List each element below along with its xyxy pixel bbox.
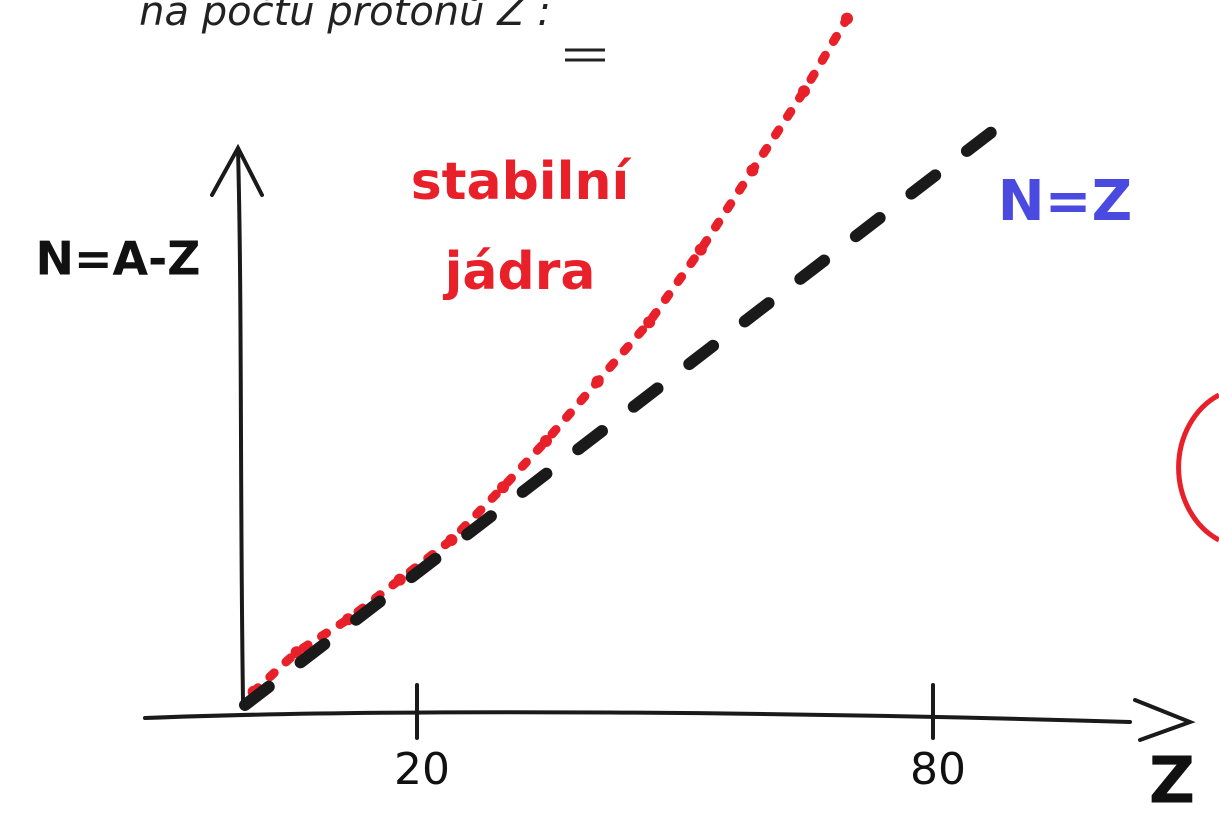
annotation: jádra [443,242,596,302]
data-point [841,13,853,25]
data-point [592,376,604,388]
decoration-arc [1179,395,1219,540]
data-point [394,574,406,586]
chart: na počtu protonů Z : N=A-Z Z 20 80 stabiln… [0,0,1219,830]
annotation: stabilní [411,152,633,212]
data-point [798,85,810,97]
chart-title: na počtu protonů Z : [139,0,551,35]
series-line [254,19,847,692]
x-axis-label: Z [1149,745,1195,819]
x-tick-label: 80 [910,744,966,795]
data-point [445,534,457,546]
data-point [643,316,655,328]
data-point [497,481,509,493]
data-point [695,244,707,256]
x-axis [145,700,1190,740]
x-tick-label: 20 [394,744,450,795]
data-point [540,435,552,447]
data-point [746,164,758,176]
y-axis [212,148,262,700]
annotation: N=Z [998,169,1132,234]
y-axis-label: N=A-Z [35,232,200,286]
